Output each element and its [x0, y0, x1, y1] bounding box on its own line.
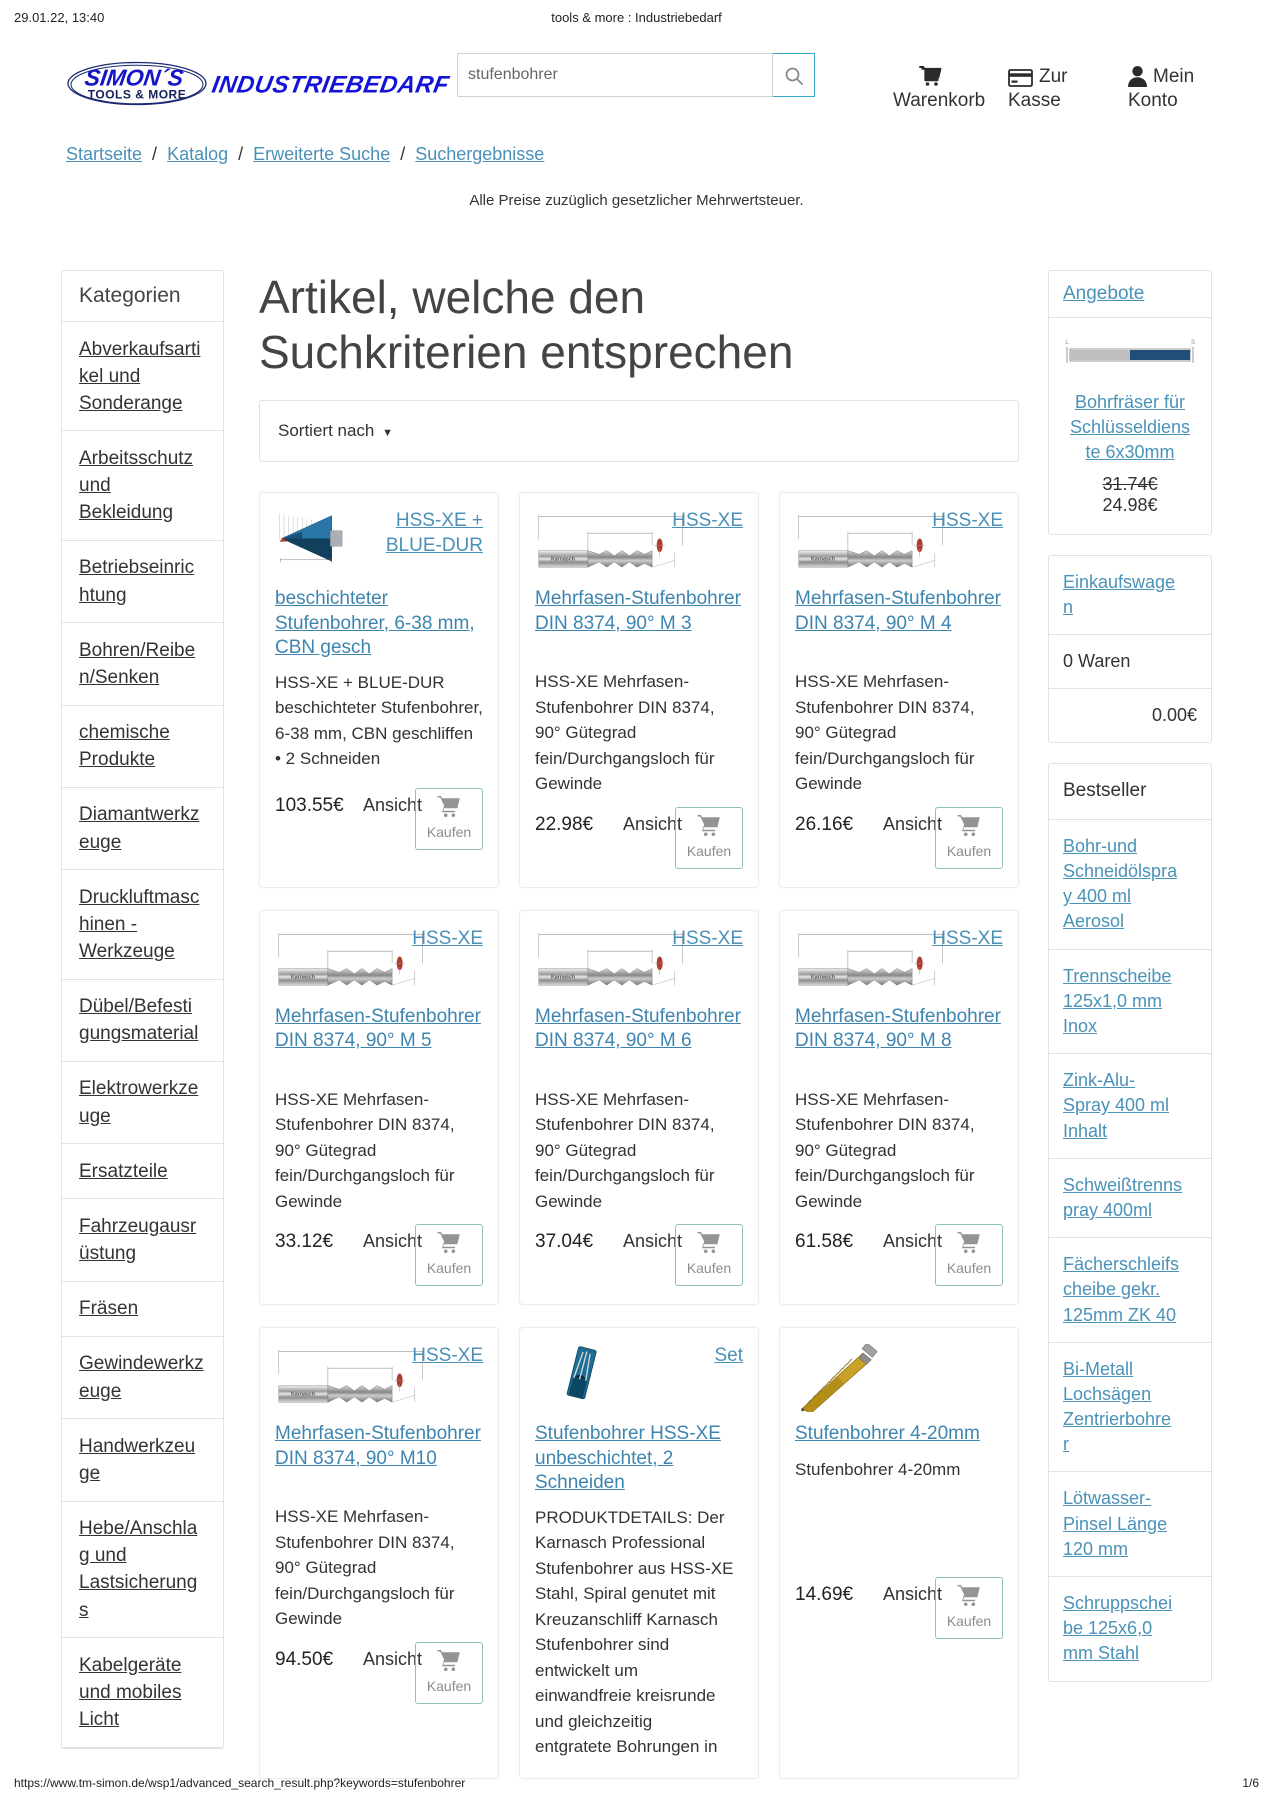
svg-text:L: L	[1065, 340, 1069, 346]
svg-text:S: S	[1191, 340, 1195, 346]
